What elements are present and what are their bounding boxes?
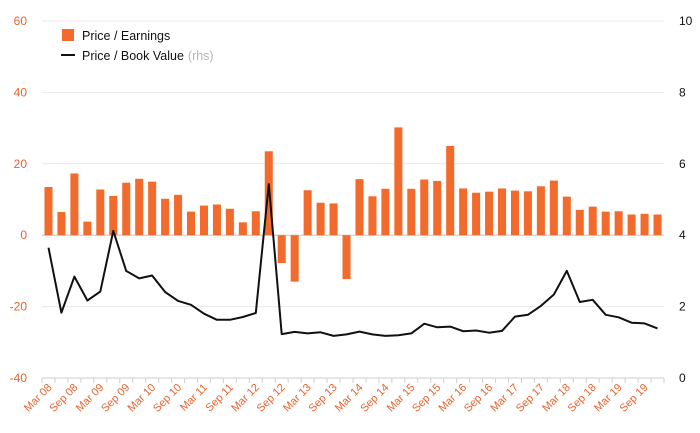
pe-bar [614,211,623,236]
x-tick-label: Sep 11 [203,382,236,415]
pe-bar [135,178,144,236]
x-tick-label: Sep 15 [410,382,443,415]
pe-bar [96,189,105,236]
legend-swatch-price-earnings [62,29,74,41]
pe-bar [627,214,636,236]
legend-label-price-book-text: Price / Book Value [82,49,184,63]
x-tick-label: Sep 18 [566,382,599,415]
pe-bar [575,209,584,236]
pb-line [47,183,658,337]
y-right-tick-label: 8 [679,85,686,99]
legend: Price / Earnings Price / Book Value (rhs) [61,29,214,63]
pe-bar [122,182,131,236]
pe-bar [238,222,247,236]
pe-bar [187,211,196,236]
pe-bar [316,202,325,236]
pe-bar [329,203,338,236]
pe-bar [212,204,221,236]
pe-bar [57,211,66,236]
legend-label-price-earnings: Price / Earnings [82,29,170,43]
pe-bars [44,127,662,282]
y-left-tick-label: 40 [14,85,28,99]
pe-bar [355,179,364,236]
pe-bar [290,235,299,282]
pe-bar [498,188,507,236]
pe-bar [653,214,662,236]
y-left-tick-label: -40 [10,371,28,385]
x-tick-label: Sep 17 [514,382,547,415]
pe-bar [472,192,481,236]
y-right-tick-label: 4 [679,228,686,242]
y-left-tick-label: -20 [10,300,28,314]
pe-bar [601,211,610,236]
y-left-tick-label: 0 [20,228,27,242]
pe-bar [562,196,571,236]
y-left-tick-label: 20 [14,157,28,171]
x-tick-label: Sep 08 [47,382,80,415]
x-tick-label: Sep 09 [99,382,132,415]
pe-bar [303,190,312,236]
pe-bar [510,190,519,236]
pe-bar [446,145,455,236]
x-tick-label: Sep 10 [151,382,184,415]
pe-bar [433,180,442,236]
pe-bar [381,188,390,236]
pe-bar [536,186,545,236]
legend-label-price-book: Price / Book Value (rhs) [82,49,214,63]
pe-bar [420,179,429,236]
pe-bar [277,235,286,264]
pe-bar [225,208,234,236]
y-right-tick-label: 2 [679,300,686,314]
pe-bar [640,213,649,236]
pe-bar [523,191,532,236]
pe-bar [485,191,494,236]
x-tick-label: Sep 14 [358,382,391,415]
pe-bar [148,181,157,236]
pe-bar [161,198,170,236]
pe-bar [44,187,53,236]
x-tick-label: Sep 12 [255,382,288,415]
y-right-tick-label: 6 [679,157,686,171]
x-tick-label: Sep 13 [307,382,340,415]
pe-bar [368,196,377,236]
pe-bar [588,206,597,236]
pb-line-group [47,183,658,337]
pe-bar [199,205,208,236]
pe-bar [109,195,118,236]
axes [41,234,665,383]
y-left-tick-label: 60 [14,14,28,28]
pe-bar [70,173,79,236]
pe-bar [394,127,403,236]
legend-label-rhs-note: (rhs) [188,49,214,63]
pe-bar [549,180,558,236]
pe-bar [83,221,92,236]
pe-bar [342,235,351,280]
y-right-tick-label: 0 [679,371,686,385]
y-right-tick-label: 10 [679,14,693,28]
pe-bar [174,194,183,236]
x-tick-label: Sep 19 [618,382,651,415]
pe-bar [459,188,468,236]
x-tick-label: Sep 16 [462,382,495,415]
pe-bar [407,188,416,236]
pe-bar [251,211,260,236]
